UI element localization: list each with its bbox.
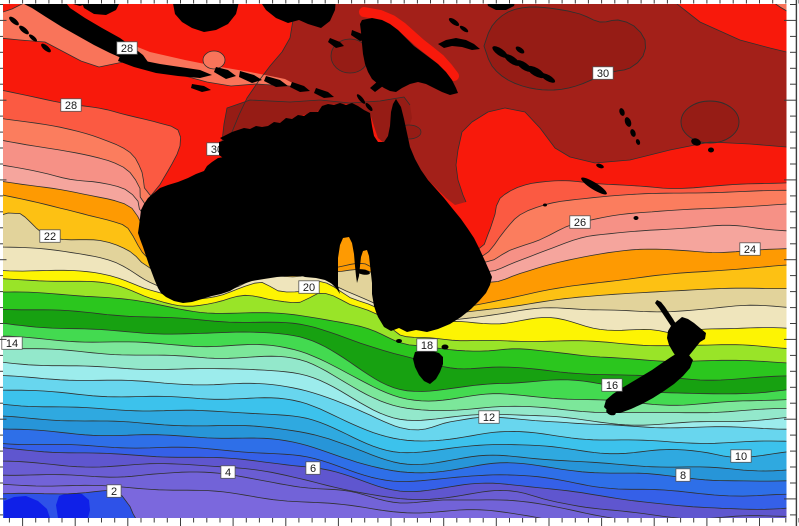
svg-text:28: 28 (121, 43, 133, 55)
svg-text:20: 20 (303, 282, 315, 294)
svg-text:28: 28 (65, 100, 77, 112)
svg-text:14: 14 (6, 338, 18, 350)
svg-text:18: 18 (421, 340, 433, 352)
svg-text:26: 26 (574, 217, 586, 229)
svg-text:30: 30 (597, 68, 609, 80)
svg-text:16: 16 (606, 380, 618, 392)
svg-text:4: 4 (225, 467, 231, 479)
svg-text:12: 12 (483, 412, 495, 424)
svg-text:2: 2 (111, 486, 117, 498)
svg-text:8: 8 (680, 470, 686, 482)
svg-text:22: 22 (44, 231, 56, 243)
svg-text:10: 10 (735, 451, 747, 463)
svg-text:6: 6 (310, 463, 316, 475)
svg-text:24: 24 (744, 244, 756, 256)
